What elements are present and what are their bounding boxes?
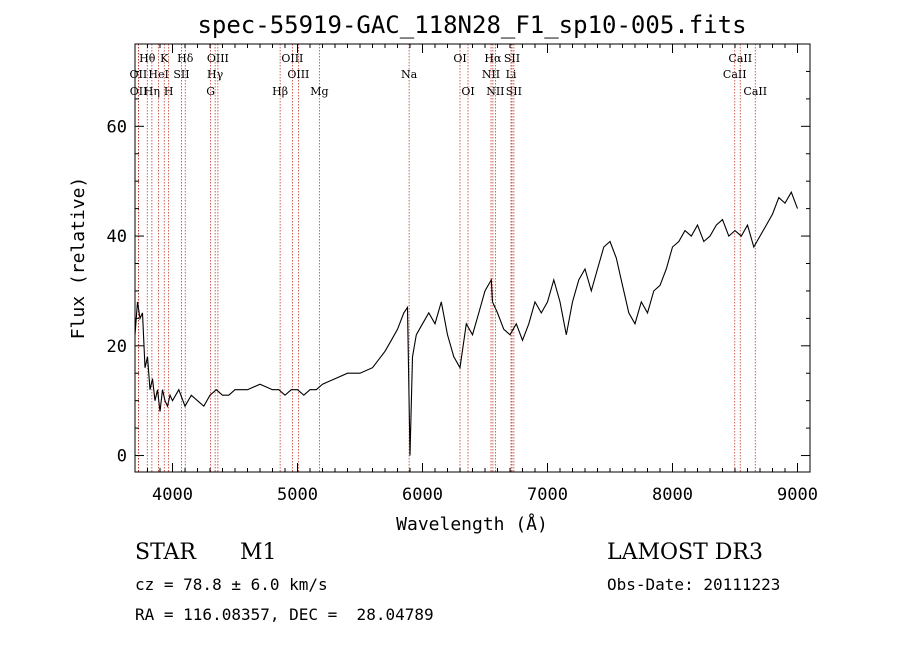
line-label-15: Mg — [310, 85, 328, 98]
line-label-7: SII — [173, 68, 189, 81]
x-tick-label-2: 6000 — [402, 485, 443, 505]
redshift-value: cz = 78.8 ± 6.0 km/s — [135, 575, 328, 594]
line-label-6: Hδ — [177, 52, 194, 65]
y-tick-label-0: 0 — [117, 447, 127, 467]
plot-frame — [134, 43, 811, 473]
line-label-22: SII — [504, 52, 520, 65]
y-tick-label-2: 40 — [107, 227, 127, 247]
line-label-0: Hθ — [139, 52, 156, 65]
line-label-2: OII — [130, 85, 148, 98]
line-label-5: Hη — [144, 85, 160, 98]
line-label-27: CaII — [743, 85, 767, 98]
y-tick-label-3: 60 — [107, 117, 127, 137]
line-label-1: OII — [130, 68, 148, 81]
spectrum-line — [134, 190, 799, 456]
line-label-23: Li — [506, 68, 517, 81]
line-label-10: Hγ — [207, 68, 224, 81]
line-label-4: HeI — [148, 68, 168, 81]
line-label-14: Hβ — [272, 85, 288, 98]
line-label-13: OIII — [287, 68, 309, 81]
y-axis-ticks: 0 20 40 60 — [107, 70, 810, 467]
x-axis-ticks: 4000 5000 6000 7000 8000 9000 — [147, 44, 818, 505]
spectral-line-labels: Hθ OII OII K HeI Hη Hδ SII H OIII Hγ G OIII OIII Hβ Mg N… — [130, 52, 768, 98]
object-class: STAR — [135, 540, 196, 565]
spectral-line-markers — [137, 44, 756, 472]
line-label-8: H — [164, 85, 174, 98]
x-tick-label-5: 9000 — [777, 485, 818, 505]
object-subclass: M1 — [240, 540, 277, 565]
x-tick-label-1: 5000 — [277, 485, 318, 505]
line-label-12: OIII — [281, 52, 303, 65]
y-axis-label: Flux (relative) — [68, 177, 89, 340]
line-label-26: CaII — [723, 68, 747, 81]
coordinates: RA = 116.08357, DEC = 28.04789 — [135, 605, 434, 624]
line-label-17: OI — [453, 52, 466, 65]
line-label-18: OI — [461, 85, 474, 98]
y-tick-label-1: 20 — [107, 337, 127, 357]
x-tick-label-4: 8000 — [652, 485, 693, 505]
line-label-25: CaII — [728, 52, 752, 65]
survey-name: LAMOST DR3 — [607, 540, 763, 565]
line-label-19: Hα — [484, 52, 502, 65]
line-label-24: SII — [506, 85, 522, 98]
line-label-21: NII — [486, 85, 504, 98]
x-tick-label-0: 4000 — [152, 485, 193, 505]
line-label-3: K — [160, 52, 169, 65]
x-axis-label: Wavelength (Å) — [396, 513, 548, 535]
observation-date: Obs-Date: 20111223 — [607, 575, 781, 594]
line-label-16: Na — [401, 68, 418, 81]
line-label-11: G — [206, 85, 215, 98]
line-label-9: OIII — [207, 52, 229, 65]
chart-title: spec-55919-GAC_118N28_F1_sp10-005.fits — [197, 11, 746, 39]
line-label-20: NII — [482, 68, 500, 81]
x-tick-label-3: 7000 — [527, 485, 568, 505]
